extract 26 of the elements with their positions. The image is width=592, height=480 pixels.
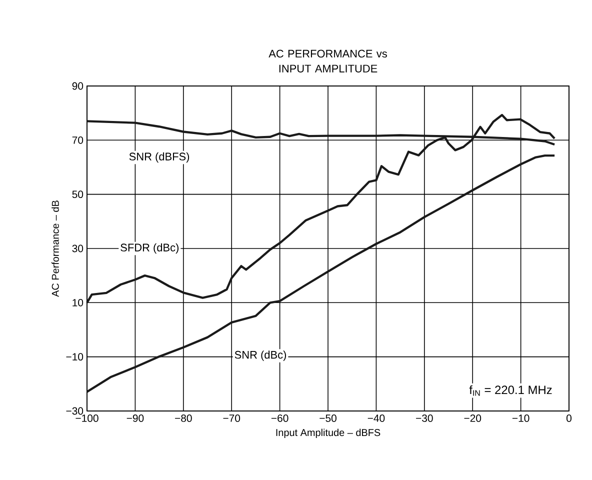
x-tick-label: −20 [464, 414, 482, 422]
y-tick-label: 90 [72, 82, 84, 90]
x-tick-label: −40 [368, 414, 385, 422]
y-tick-label: 10 [72, 298, 84, 306]
text: SFDR (dBc) [120, 243, 179, 254]
annotation: f$_{IN}$ = 220.1 MHz [469, 385, 552, 396]
x-tick-label: 0 [566, 414, 572, 422]
x-tick-label: −10 [512, 414, 530, 422]
x-tick-label: −30 [416, 414, 433, 422]
series-label: SNR (dBFS) [129, 152, 190, 163]
text: SNR (dBc) [234, 350, 286, 361]
x-tick-label: −70 [223, 414, 240, 422]
line-series [86, 114, 556, 304]
x-axis-title: Input Amplitude – dBFS [276, 428, 380, 438]
y-tick-label: 30 [72, 244, 84, 252]
x-tick-label: −90 [126, 414, 144, 422]
chart-title: AC PERFORMANCE vs INPUT AMPLITUDE [268, 50, 387, 72]
y-tick-label: 70 [72, 136, 84, 144]
y-tick-label: −30 [66, 407, 84, 415]
x-tick-label: −100 [76, 414, 98, 422]
y-tick-label: −10 [66, 353, 84, 361]
x-tick-label: −50 [320, 414, 336, 422]
y-tick-label: 50 [72, 190, 84, 198]
x-tick-label: −60 [271, 414, 288, 422]
x-tick-label: −80 [175, 414, 192, 422]
y-axis-title: AC Performance – dB [52, 200, 59, 297]
